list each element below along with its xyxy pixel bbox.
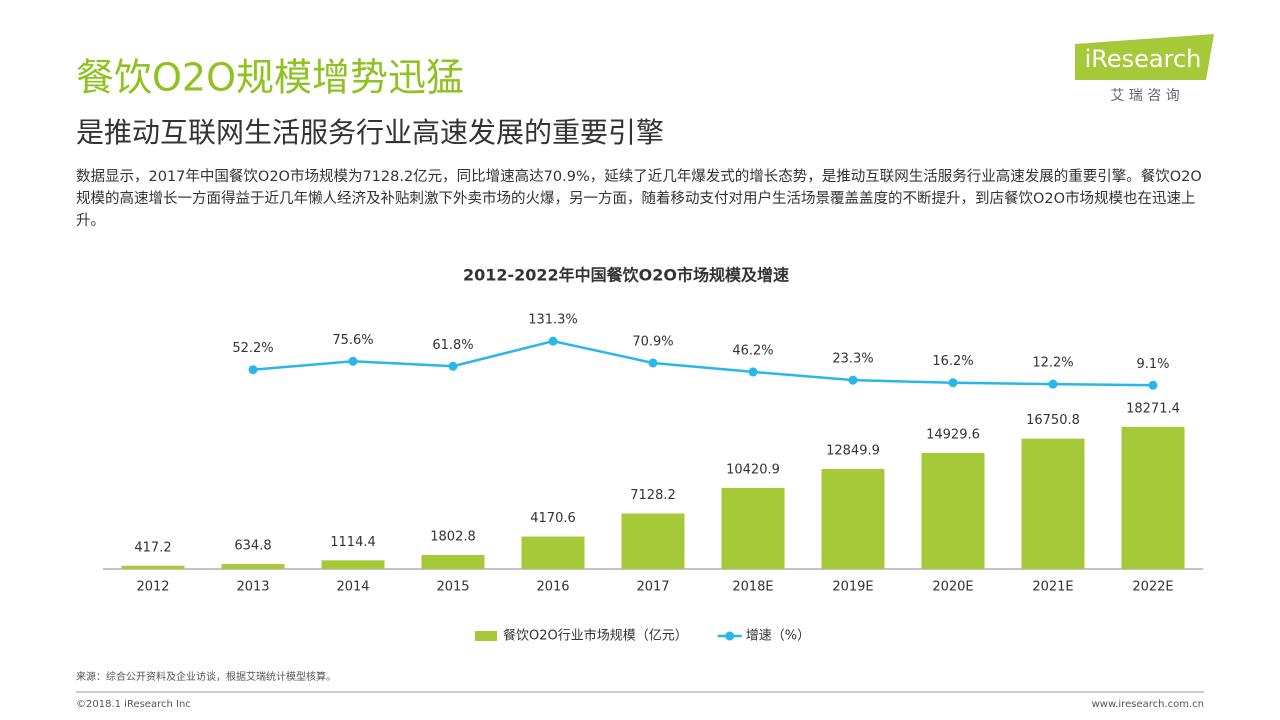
data-label: 1114.4	[330, 535, 376, 550]
x-tick-label: 2021E	[1032, 580, 1073, 595]
website: www.iresearch.com.cn	[1092, 699, 1204, 710]
legend-swatch	[475, 631, 497, 641]
data-label: 70.9%	[632, 334, 673, 349]
bar	[821, 469, 885, 569]
data-label: 634.8	[234, 539, 271, 554]
data-label: 46.2%	[732, 343, 773, 358]
data-label: 23.3%	[832, 352, 873, 367]
x-tick-label: 2015	[436, 580, 469, 595]
x-tick-label: 2016	[536, 580, 569, 595]
legend-label: 餐饮O2O行业市场规模（亿元）	[503, 628, 688, 644]
bar	[421, 554, 485, 569]
line-point	[548, 336, 558, 346]
paragraph: 数据显示，2017年中国餐饮O2O市场规模为7128.2亿元，同比增速高达70.…	[76, 169, 1202, 229]
bar	[221, 564, 285, 569]
data-label: 7128.2	[630, 488, 676, 503]
data-label: 9.1%	[1136, 357, 1169, 372]
data-label: 12849.9	[826, 444, 880, 459]
line-point	[348, 356, 358, 366]
bar	[1121, 426, 1185, 569]
line-point	[948, 378, 958, 388]
legend-label: 增速（%）	[746, 629, 810, 644]
line-point	[748, 367, 758, 377]
line-point	[448, 361, 458, 371]
data-label: 1802.8	[430, 529, 476, 544]
data-label: 131.3%	[528, 313, 578, 328]
logo: iResearch	[1085, 45, 1202, 73]
line-point	[848, 375, 858, 385]
data-label: 4170.6	[530, 511, 576, 526]
data-label: 12.2%	[1032, 356, 1073, 371]
data-label: 10420.9	[726, 462, 780, 477]
logo-box	[1075, 34, 1214, 80]
data-label: 417.2	[134, 540, 171, 555]
bar	[621, 513, 685, 569]
line-point	[1148, 380, 1158, 390]
x-tick-label: 2017	[636, 580, 669, 595]
copyright: ©2018.1 iResearch Inc	[76, 699, 191, 710]
data-label: 75.6%	[332, 333, 373, 348]
chart-title: 2012-2022年中国餐饮O2O市场规模及增速	[463, 266, 789, 285]
x-tick-label: 2019E	[832, 580, 873, 595]
bar	[121, 565, 185, 569]
data-label: 52.2%	[232, 341, 273, 356]
bar	[521, 536, 585, 569]
x-tick-label: 2022E	[1132, 580, 1173, 595]
slide-subtitle: 是推动互联网生活服务行业高速发展的重要引擎	[76, 116, 664, 149]
bar	[1021, 438, 1085, 569]
line-point	[1048, 379, 1058, 389]
x-tick-label: 2018E	[732, 580, 773, 595]
legend-swatch	[725, 631, 735, 641]
data-label: 61.8%	[432, 338, 473, 353]
x-tick-label: 2013	[236, 580, 269, 595]
data-label: 18271.4	[1126, 401, 1180, 416]
bar	[321, 560, 385, 569]
logo-cn: 艾 瑞 咨 询	[1110, 88, 1179, 104]
line-point	[248, 365, 258, 375]
line	[252, 339, 1154, 387]
bar	[721, 487, 785, 569]
x-tick-label: 2012	[136, 580, 169, 595]
slide-title: 餐饮O2O规模增势迅猛	[76, 56, 464, 100]
data-label: 14929.6	[926, 427, 980, 442]
data-label: 16.2%	[932, 354, 973, 369]
line-point	[648, 358, 658, 368]
x-tick-label: 2014	[336, 580, 369, 595]
source: 来源：综合公开资料及企业访谈，根据艾瑞统计模型核算。	[76, 670, 336, 683]
data-label: 16750.8	[1026, 413, 1080, 428]
x-tick-label: 2020E	[932, 580, 973, 595]
bar	[921, 452, 985, 569]
